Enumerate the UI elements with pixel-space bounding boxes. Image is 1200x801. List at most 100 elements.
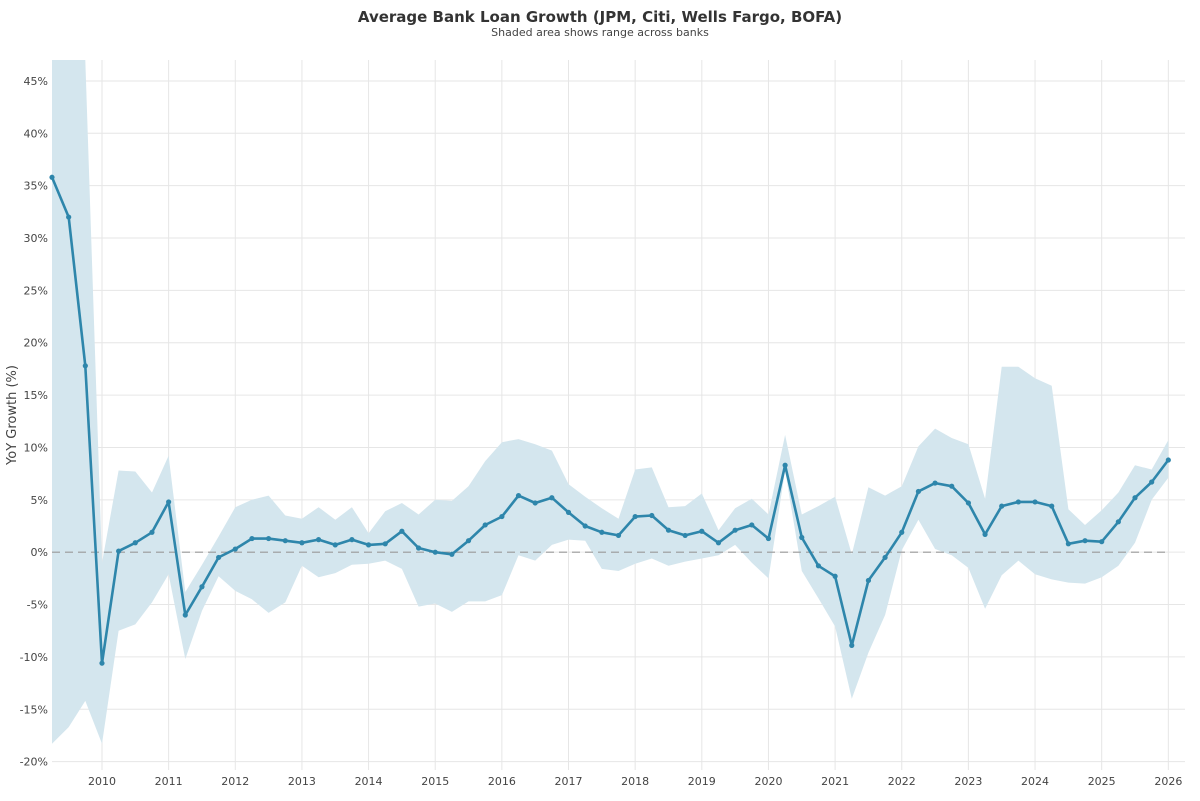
- y-tick-label: -10%: [20, 651, 48, 664]
- y-tick-label: 0%: [31, 546, 48, 559]
- x-tick-label: 2017: [555, 775, 583, 788]
- data-point: [849, 642, 855, 648]
- range-band: [52, 60, 1169, 744]
- data-point: [532, 500, 538, 506]
- x-tick-label: 2018: [621, 775, 649, 788]
- average-series-line: [50, 176, 1170, 665]
- x-tick-label: 2020: [754, 775, 782, 788]
- data-point: [382, 541, 388, 547]
- data-point: [499, 513, 505, 520]
- x-gridlines: [101, 60, 1169, 770]
- data-point: [315, 537, 322, 543]
- x-tick-label: 2026: [1154, 775, 1182, 788]
- x-axis-ticks: 2010 2011 2012 2013 2014 2015 2016 2017 2018 2019…: [88, 775, 1182, 788]
- data-point: [899, 529, 905, 535]
- data-point: [299, 540, 305, 546]
- y-tick-label: 30%: [24, 232, 48, 245]
- data-point: [682, 532, 688, 539]
- data-point: [932, 480, 938, 486]
- y-tick-label: 35%: [24, 180, 48, 193]
- data-point: [1115, 519, 1121, 525]
- data-point: [149, 529, 155, 535]
- data-point: [182, 612, 188, 618]
- data-point: [1049, 503, 1055, 509]
- y-tick-label: 20%: [24, 337, 48, 350]
- data-point: [482, 522, 488, 528]
- data-point: [116, 548, 122, 554]
- data-point: [782, 462, 788, 468]
- x-tick-label: 2022: [888, 775, 916, 788]
- y-tick-label: 25%: [24, 284, 48, 297]
- data-point: [982, 531, 988, 537]
- data-point: [232, 546, 238, 552]
- data-point: [1132, 495, 1138, 501]
- x-tick-label: 2021: [821, 775, 849, 788]
- y-tick-label: -5%: [27, 599, 48, 612]
- y-axis-label: YoY Growth (%): [5, 365, 20, 466]
- y-tick-label: -15%: [20, 703, 48, 716]
- y-tick-label: 5%: [31, 494, 48, 507]
- data-point: [732, 527, 738, 533]
- data-point: [1082, 538, 1088, 544]
- data-point: [515, 493, 522, 499]
- data-point: [266, 535, 272, 542]
- data-point: [249, 535, 255, 542]
- data-point: [649, 512, 655, 519]
- data-point: [399, 528, 405, 534]
- data-point: [449, 551, 455, 557]
- data-point: [799, 534, 805, 541]
- data-point: [999, 503, 1005, 509]
- data-point: [549, 495, 555, 501]
- x-tick-label: 2010: [88, 775, 116, 788]
- chart-title: Average Bank Loan Growth (JPM, Citi, Wel…: [357, 8, 843, 26]
- data-point: [66, 214, 72, 220]
- data-point: [599, 529, 605, 535]
- data-point: [282, 538, 288, 544]
- x-tick-label: 2024: [1021, 775, 1049, 788]
- y-tick-label: 45%: [24, 75, 48, 88]
- data-point: [1015, 499, 1021, 505]
- data-point: [965, 500, 971, 506]
- data-point: [1149, 479, 1155, 485]
- x-tick-label: 2019: [688, 775, 716, 788]
- data-point: [415, 545, 422, 551]
- y-tick-label: 10%: [24, 441, 48, 454]
- average-points: [49, 174, 1171, 666]
- data-point: [465, 538, 472, 544]
- data-point: [432, 549, 438, 555]
- data-point: [865, 577, 872, 584]
- data-point: [332, 542, 338, 548]
- data-point: [832, 573, 838, 579]
- data-point: [349, 537, 355, 543]
- data-point: [699, 528, 705, 534]
- chart-subtitle: Shaded area shows range across banks: [491, 26, 709, 39]
- data-point: [199, 584, 205, 590]
- data-point: [365, 542, 372, 548]
- x-tick-label: 2013: [288, 775, 316, 788]
- data-point: [632, 513, 638, 520]
- y-tick-label: -20%: [20, 756, 48, 769]
- y-axis-ticks: -20% -15% -10% -5% 0% 5% 10% 15% 20% 25% 30% 35% 40%…: [20, 75, 48, 769]
- x-tick-label: 2015: [421, 775, 449, 788]
- data-point: [1099, 539, 1105, 545]
- x-tick-label: 2016: [488, 775, 516, 788]
- data-point: [49, 174, 55, 180]
- x-tick-label: 2011: [155, 775, 183, 788]
- data-point: [82, 363, 88, 369]
- data-point: [615, 532, 622, 539]
- x-tick-label: 2012: [221, 775, 249, 788]
- data-point: [1065, 541, 1071, 547]
- data-point: [915, 488, 922, 495]
- data-point: [765, 535, 772, 542]
- data-point: [815, 563, 822, 569]
- y-tick-label: 40%: [24, 127, 48, 140]
- data-point: [132, 540, 138, 546]
- data-point: [1032, 499, 1038, 505]
- y-tick-label: 15%: [24, 389, 48, 402]
- data-point: [565, 509, 572, 515]
- x-tick-label: 2014: [355, 775, 383, 788]
- data-point: [715, 540, 722, 546]
- data-point: [882, 554, 888, 561]
- data-point: [216, 554, 222, 561]
